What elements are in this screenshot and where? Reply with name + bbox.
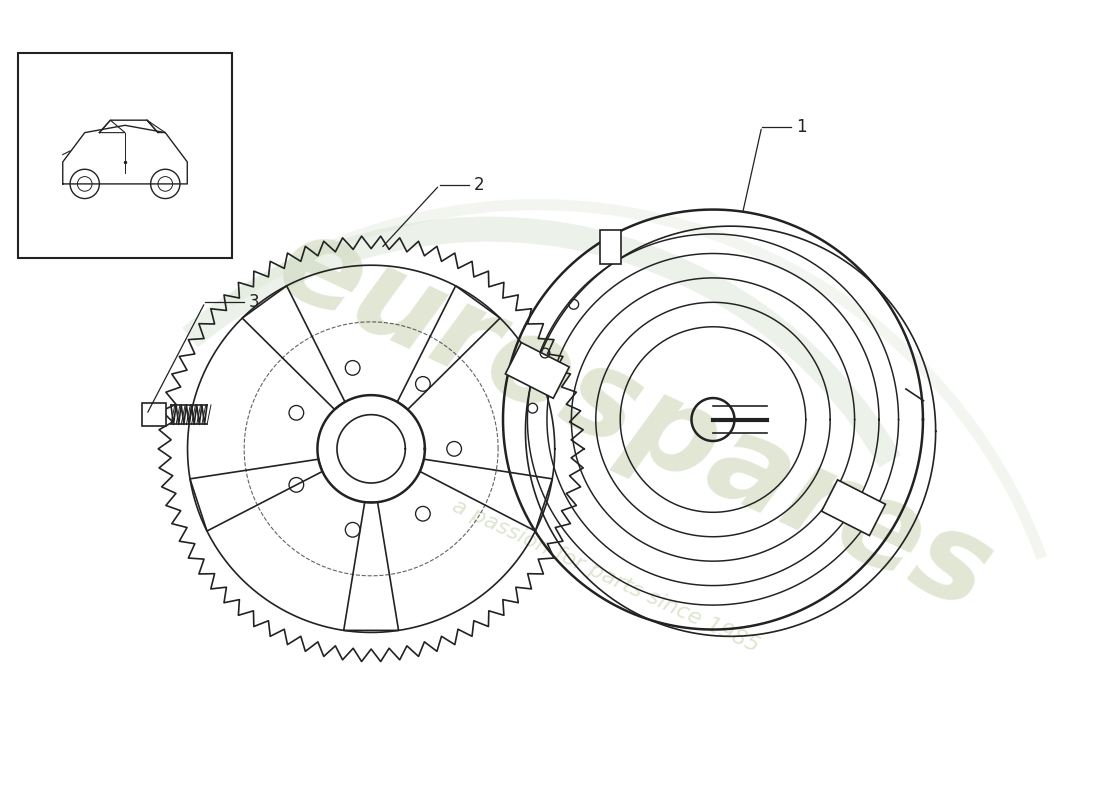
Text: 2: 2: [474, 176, 484, 194]
Bar: [18, 54, 232, 258]
Bar: [822, 480, 886, 535]
Bar: [505, 342, 569, 398]
Bar: [142, 403, 166, 426]
FancyBboxPatch shape: [600, 230, 621, 264]
Text: 1: 1: [796, 118, 806, 135]
Text: 3: 3: [249, 294, 260, 311]
Text: a passion for parts since 1985: a passion for parts since 1985: [449, 496, 762, 656]
Text: eurospares: eurospares: [260, 203, 1010, 636]
